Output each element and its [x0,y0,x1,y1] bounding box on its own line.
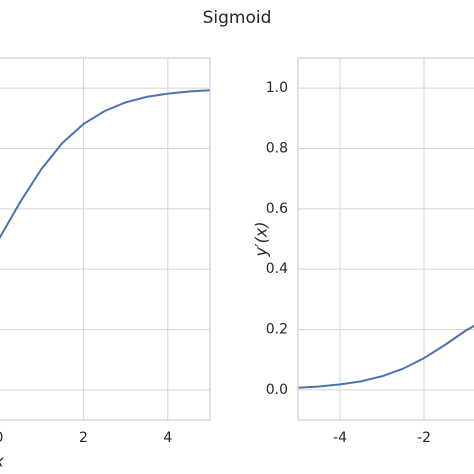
x-tick-label: -2 [417,430,431,446]
axes-frame [0,57,211,421]
line-series [0,89,210,240]
y-tick-label: 0.6 [266,201,288,217]
figure-title: Sigmoid [203,8,272,28]
x-tick-label: 4 [163,430,172,446]
y-tick-label: 0.8 [266,141,288,157]
x-tick-label: 2 [79,430,88,446]
y-tick-label: 1.0 [266,80,288,96]
y-tick-label: 0.4 [266,261,288,277]
axes-frame [297,57,474,421]
x-tick-label: -4 [333,430,347,446]
y-tick-label: 0.2 [266,322,288,338]
x-tick-label: 0 [0,430,3,446]
x-axis-label: x [0,452,4,471]
line-series [298,324,474,389]
panel [0,58,210,420]
y-tick-label: 0.0 [266,382,288,398]
y-axis-label: y′(x) [252,221,271,257]
panel [298,58,474,420]
